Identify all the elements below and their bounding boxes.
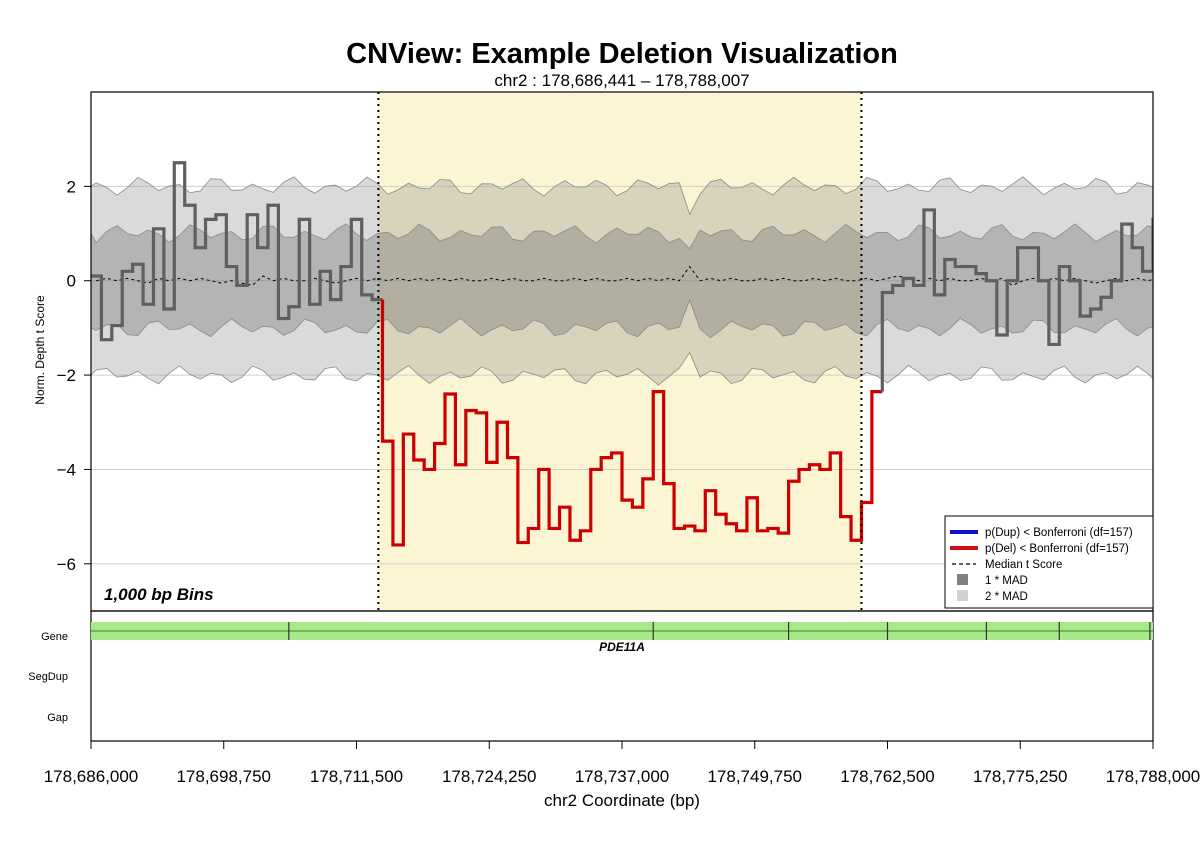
- x-axis-label: chr2 Coordinate (bp): [544, 791, 700, 810]
- y-axis-label: Norm. Depth t Score: [33, 295, 47, 405]
- track-label-gap: Gap: [47, 712, 68, 724]
- legend: p(Dup) < Bonferroni (df=157) p(Del) < Bo…: [944, 515, 1154, 609]
- sample-step-segment: [91, 161, 383, 342]
- x-tick-label: 178,737,000: [575, 767, 670, 786]
- legend-box: [944, 515, 1154, 609]
- y-tick-label: 2: [67, 177, 76, 196]
- x-tick-label: 178,698,750: [176, 767, 271, 786]
- legend-label-2mad: 2 * MAD: [985, 591, 1028, 603]
- y-tick-label: −2: [57, 366, 76, 385]
- x-tick-label: 178,788,000: [1106, 767, 1200, 786]
- deletion-highlight-region: [378, 92, 862, 611]
- x-tick-label: 178,686,000: [44, 767, 139, 786]
- track-label-segdup: SegDup: [28, 671, 68, 683]
- legend-label-dup: p(Dup) < Bonferroni (df=157): [985, 527, 1133, 539]
- gene-name-label: PDE11A: [599, 640, 645, 654]
- mad-band-1: [91, 223, 1153, 339]
- x-tick-label: 178,711,500: [310, 767, 403, 786]
- track-label-gene: Gene: [41, 631, 68, 643]
- legend-label-del: p(Del) < Bonferroni (df=157): [985, 543, 1129, 555]
- y-tick-label: −4: [57, 460, 76, 479]
- chart-subtitle: chr2 : 178,686,441 – 178,788,007: [494, 71, 749, 90]
- x-tick-label: 178,775,250: [973, 767, 1068, 786]
- legend-label-median: Median t Score: [985, 559, 1062, 571]
- mad-band-2: [91, 176, 1153, 386]
- legend-label-1mad: 1 * MAD: [985, 575, 1028, 587]
- del-step-segment: [380, 299, 883, 547]
- y-tick-label: 0: [67, 272, 76, 291]
- median-t-score-line: [96, 265, 1153, 287]
- chart-title: CNView: Example Deletion Visualization: [346, 38, 898, 70]
- x-tick-label: 178,762,500: [840, 767, 935, 786]
- legend-swatch-1mad: [957, 574, 968, 585]
- bin-size-label: 1,000 bp Bins: [104, 585, 214, 604]
- x-tick-label: 178,749,750: [707, 767, 802, 786]
- x-tick-label: 178,724,250: [442, 767, 537, 786]
- y-tick-label: −6: [57, 555, 76, 574]
- legend-swatch-2mad: [957, 590, 968, 601]
- plot-area: 2 0 −2 −4 −6 178,686,000 178,698,750 178,711,50…: [44, 91, 1200, 786]
- sample-step-segment: [880, 208, 1153, 392]
